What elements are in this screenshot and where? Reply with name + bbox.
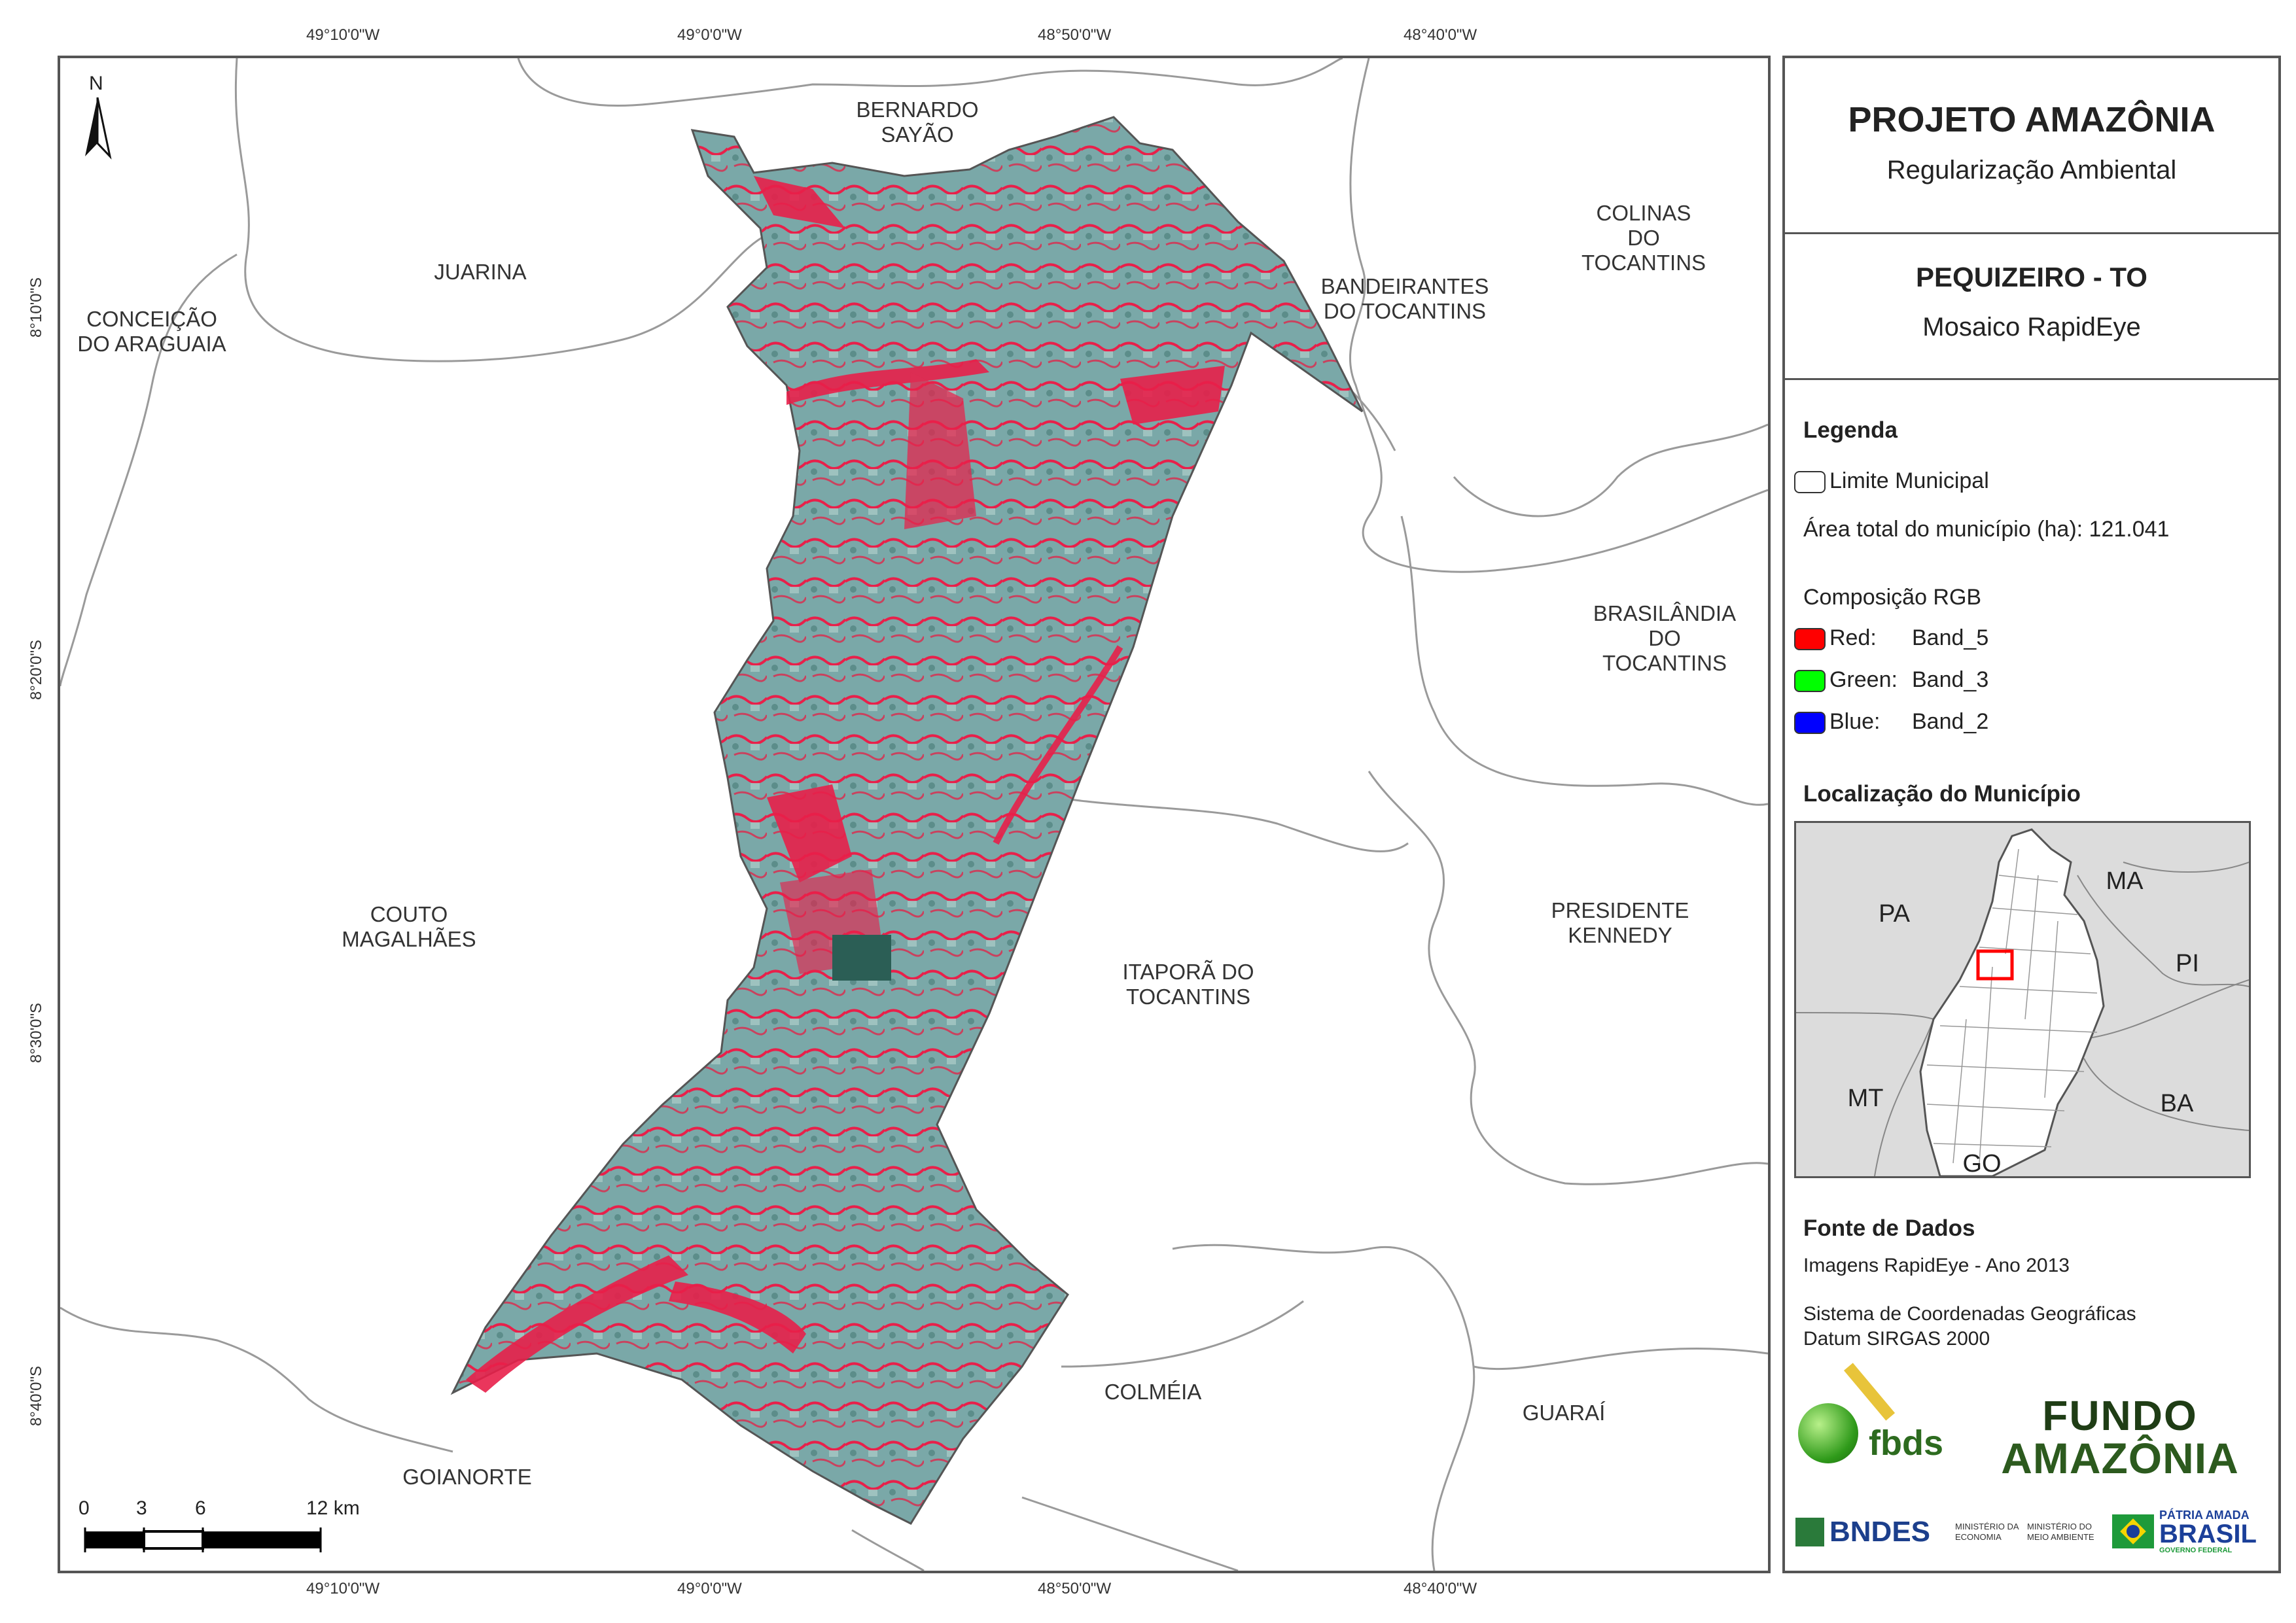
scale-label: 0 — [79, 1497, 90, 1519]
municipality-label: BERNARDO SAYÃO — [856, 97, 979, 147]
longitude-label-bottom: 49°10'0"W — [306, 1580, 380, 1597]
municipality-label: ITAPORÃ DO TOCANTINS — [1122, 960, 1254, 1009]
location-inset: PA MA PI MT BA GO — [1794, 821, 2251, 1178]
latitude-label: 8°10'0"S — [27, 277, 46, 338]
state-label: BA — [2160, 1090, 2194, 1117]
fbds-logo: fbds — [1798, 1363, 1955, 1469]
area-text: Área total do município (ha): 121.041 — [1803, 517, 2170, 542]
band-label: Green: — [1829, 667, 1898, 692]
divider — [1785, 232, 2278, 234]
fundo-text: FUNDO — [2042, 1392, 2198, 1439]
brasil-text: BRASIL — [2159, 1520, 2257, 1548]
state-label: PI — [2176, 950, 2199, 977]
fbds-globe-icon — [1798, 1403, 1858, 1463]
municipality-label: BRASILÂNDIA DO TOCANTINS — [1593, 601, 1737, 675]
latitude-label: 8°30'0"S — [27, 1002, 46, 1064]
ministerio-meio-ambiente: MINISTÉRIO DO MEIO AMBIENTE — [2027, 1522, 2094, 1542]
north-arrow-icon — [85, 97, 112, 160]
scale-bar — [84, 1527, 322, 1552]
blue-band-swatch — [1794, 712, 1826, 734]
patria-text: PÁTRIA AMADA — [2159, 1509, 2250, 1522]
longitude-label-top: 49°0'0"W — [677, 26, 742, 44]
governo-text: GOVERNO FEDERAL — [2159, 1546, 2233, 1554]
scale-label: 3 — [136, 1497, 147, 1519]
municipality-label: COUTO MAGALHÃES — [342, 902, 476, 951]
boundary-label: Limite Municipal — [1829, 468, 1989, 493]
municipality-label: COLMÉIA — [1104, 1380, 1202, 1404]
tocantins-state — [1919, 828, 2105, 1176]
page-subtitle: Regularização Ambiental — [1886, 156, 2177, 184]
band-value: Band_3 — [1912, 667, 1989, 692]
longitude-label-bottom: 48°50'0"W — [1038, 1580, 1112, 1597]
state-label: MA — [2106, 867, 2144, 895]
map-name: PEQUIZEIRO - TO — [1916, 262, 2147, 292]
legend-panel — [1782, 56, 2281, 1573]
rgb-heading: Composição RGB — [1803, 585, 1982, 610]
longitude-label-top: 49°10'0"W — [306, 26, 380, 44]
map-frame[interactable]: N 0 3 6 12 km BERNARDO SAYÃO JUARINA CON… — [58, 56, 1771, 1573]
bndes-text: BNDES — [1829, 1516, 1931, 1548]
scale-label: 12 km — [306, 1497, 360, 1519]
municipality-label: JUARINA — [434, 260, 527, 284]
sources-heading: Fonte de Dados — [1803, 1215, 1975, 1241]
band-label: Red: — [1829, 625, 1877, 650]
location-heading: Localização do Município — [1803, 781, 2081, 807]
ministerio-economia: MINISTÉRIO DA ECONOMIA — [1955, 1522, 2019, 1542]
state-label: MT — [1847, 1085, 1884, 1112]
state-label: GO — [1962, 1150, 2002, 1178]
municipality-label: PRESIDENTE KENNEDY — [1551, 898, 1689, 947]
amazonia-text: AMAZÔNIA — [2001, 1434, 2239, 1482]
municipality-label: COLINAS DO TOCANTINS — [1581, 201, 1706, 275]
red-band-swatch — [1794, 628, 1826, 650]
municipality-label: CONCEIÇÃO DO ARAGUAIA — [77, 307, 226, 356]
green-band-swatch — [1794, 670, 1826, 692]
north-label: N — [89, 73, 103, 94]
band-value: Band_2 — [1912, 709, 1989, 734]
map-type: Mosaico RapidEye — [1922, 313, 2141, 341]
band-value: Band_5 — [1912, 625, 1989, 650]
fbds-text: fbds — [1869, 1423, 1943, 1463]
longitude-label-top: 48°50'0"W — [1038, 26, 1112, 44]
state-label: PA — [1879, 900, 1910, 928]
longitude-label-top: 48°40'0"W — [1404, 26, 1477, 44]
vegetation-patches — [466, 176, 1225, 1393]
bndes-logo: BNDES — [1795, 1515, 1930, 1549]
longitude-label-bottom: 48°40'0"W — [1404, 1580, 1477, 1597]
governo-logo: PÁTRIA AMADA BRASIL GOVERNO FEDERAL — [2112, 1509, 2257, 1554]
divider — [1785, 378, 2278, 380]
bndes-icon — [1795, 1518, 1824, 1546]
scale-label: 6 — [195, 1497, 206, 1519]
dark-patch — [832, 935, 891, 981]
municipality-label: GOIANORTE — [402, 1465, 532, 1489]
band-label: Blue: — [1829, 709, 1881, 734]
boundary-swatch — [1794, 471, 1826, 493]
municipality-highlight — [1976, 949, 2014, 981]
sources-datum: Datum SIRGAS 2000 — [1803, 1328, 1990, 1350]
latitude-label: 8°40'0"S — [27, 1365, 46, 1427]
sources-imagery: Imagens RapidEye - Ano 2013 — [1803, 1255, 2070, 1276]
page-title: PROJETO AMAZÔNIA — [1848, 100, 2216, 139]
municipality-label: GUARAÍ — [1522, 1401, 1606, 1425]
legend-heading: Legenda — [1803, 417, 1898, 443]
fundo-amazonia-logo: FUNDO AMAZÔNIA — [1976, 1395, 2264, 1480]
pequizeiro-polygon[interactable] — [450, 116, 1364, 1525]
municipality-label: BANDEIRANTES DO TOCANTINS — [1320, 274, 1489, 323]
latitude-label: 8°20'0"S — [27, 639, 46, 701]
map-canvas — [60, 58, 1768, 1571]
brazil-flag-icon — [2112, 1514, 2154, 1548]
sources-crs: Sistema de Coordenadas Geográficas — [1803, 1303, 2136, 1325]
longitude-label-bottom: 49°0'0"W — [677, 1580, 742, 1597]
